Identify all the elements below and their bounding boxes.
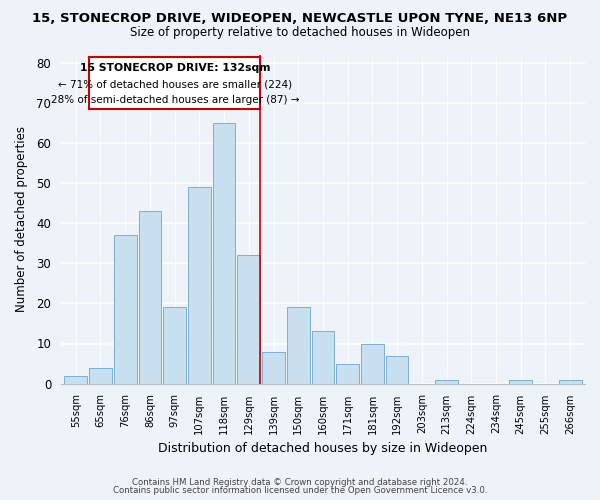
Text: Size of property relative to detached houses in Wideopen: Size of property relative to detached ho… (130, 26, 470, 39)
Bar (287, 308, 310, 384)
Bar (89, 368, 112, 384)
Bar (386, 356, 409, 384)
Bar (114, 236, 137, 384)
Text: ← 71% of detached houses are smaller (224): ← 71% of detached houses are smaller (22… (58, 79, 292, 89)
Bar (238, 256, 260, 384)
Bar (361, 344, 384, 384)
Bar (163, 308, 186, 384)
Y-axis label: Number of detached properties: Number of detached properties (15, 126, 28, 312)
Bar (139, 212, 161, 384)
Bar (509, 380, 532, 384)
X-axis label: Distribution of detached houses by size in Wideopen: Distribution of detached houses by size … (158, 442, 488, 455)
Bar (311, 332, 334, 384)
Bar (559, 380, 581, 384)
FancyBboxPatch shape (89, 57, 260, 109)
Bar (337, 364, 359, 384)
Text: Contains public sector information licensed under the Open Government Licence v3: Contains public sector information licen… (113, 486, 487, 495)
Bar (188, 187, 211, 384)
Bar (64, 376, 87, 384)
Bar (213, 123, 235, 384)
Text: 15 STONECROP DRIVE: 132sqm: 15 STONECROP DRIVE: 132sqm (80, 63, 270, 73)
Text: 28% of semi-detached houses are larger (87) →: 28% of semi-detached houses are larger (… (50, 95, 299, 105)
Text: 15, STONECROP DRIVE, WIDEOPEN, NEWCASTLE UPON TYNE, NE13 6NP: 15, STONECROP DRIVE, WIDEOPEN, NEWCASTLE… (32, 12, 568, 26)
Bar (262, 352, 285, 384)
Text: Contains HM Land Registry data © Crown copyright and database right 2024.: Contains HM Land Registry data © Crown c… (132, 478, 468, 487)
Bar (435, 380, 458, 384)
